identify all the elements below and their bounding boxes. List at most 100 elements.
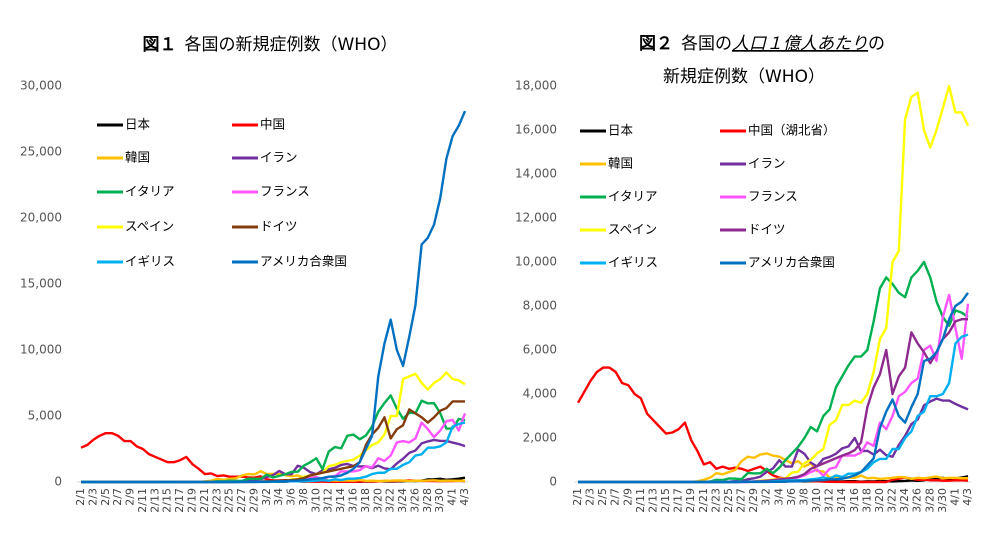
x-tick-label: 2/7 — [111, 488, 124, 506]
legend-label: アメリカ合衆国 — [260, 254, 347, 269]
x-tick-label: 2/11 — [136, 488, 149, 513]
x-tick-label: 2/19 — [684, 488, 697, 513]
x-tick-label: 4/1 — [446, 488, 459, 506]
y-tick-label: 8,000 — [523, 299, 557, 313]
x-tick-label: 2/25 — [722, 488, 735, 513]
x-tick-label: 2/11 — [634, 488, 647, 513]
legend-label: イラン — [260, 150, 298, 165]
x-tick-label: 2/5 — [596, 488, 609, 506]
x-tick-label: 4/3 — [961, 488, 974, 506]
legend-label: スペイン — [125, 219, 174, 234]
legend-label: イタリア — [125, 184, 175, 199]
legend-label: イタリア — [608, 189, 658, 204]
legend-label: イラン — [748, 156, 786, 171]
x-tick-label: 3/26 — [911, 488, 924, 513]
x-tick-label: 3/8 — [297, 488, 310, 506]
legend-label: 日本 — [608, 123, 634, 138]
y-tick-label: 18,000 — [515, 79, 557, 93]
y-tick-label: 30,000 — [20, 79, 62, 93]
x-tick-label: 2/29 — [247, 488, 260, 513]
legend-label: ドイツ — [748, 222, 786, 237]
legend-label: 韓国 — [125, 150, 150, 165]
y-tick-label: 0 — [549, 475, 557, 489]
series-line — [578, 333, 969, 484]
x-tick-label: 3/10 — [810, 488, 823, 513]
x-tick-label: 3/14 — [334, 488, 347, 513]
x-tick-label: 3/2 — [760, 488, 773, 506]
x-tick-label: 2/9 — [621, 488, 634, 506]
y-tick-label: 0 — [54, 475, 62, 489]
x-tick-label: 3/16 — [347, 488, 360, 513]
legend-label: イギリス — [608, 255, 658, 270]
x-tick-label: 2/15 — [161, 488, 174, 513]
x-tick-label: 3/10 — [309, 488, 322, 513]
x-tick-label: 3/20 — [371, 488, 384, 513]
x-tick-label: 2/5 — [99, 488, 112, 506]
legend-label: 中国 — [260, 117, 285, 132]
title-part: 人口１億人あたり — [732, 34, 868, 54]
x-tick-label: 3/30 — [936, 488, 949, 513]
series-line — [578, 292, 969, 484]
x-tick-label: 2/3 — [86, 488, 99, 506]
y-tick-label: 10,000 — [20, 343, 62, 357]
x-tick-label: 2/1 — [74, 488, 87, 506]
x-tick-label: 4/3 — [458, 488, 471, 506]
y-tick-label: 10,000 — [515, 255, 557, 269]
x-tick-label: 3/12 — [823, 488, 836, 513]
x-tick-label: 3/6 — [785, 488, 798, 506]
legend-label: 中国（湖北省） — [748, 123, 836, 138]
x-tick-label: 2/21 — [198, 488, 211, 513]
x-tick-label: 2/17 — [672, 488, 685, 513]
x-tick-label: 2/25 — [223, 488, 236, 513]
x-tick-label: 2/9 — [124, 488, 137, 506]
x-tick-label: 3/18 — [860, 488, 873, 513]
x-tick-label: 3/4 — [772, 488, 785, 506]
legend-label: イギリス — [125, 254, 175, 269]
x-tick-label: 3/26 — [408, 488, 421, 513]
x-tick-label: 3/4 — [272, 488, 285, 506]
x-tick-label: 2/13 — [148, 488, 161, 513]
y-tick-label: 4,000 — [523, 387, 557, 401]
x-tick-label: 2/21 — [697, 488, 710, 513]
x-tick-label: 3/16 — [848, 488, 861, 513]
legend-label: 日本 — [125, 117, 151, 132]
y-tick-label: 2,000 — [523, 431, 557, 445]
x-tick-label: 3/12 — [322, 488, 335, 513]
x-tick-label: 2/7 — [609, 488, 622, 506]
x-tick-label: 3/22 — [384, 488, 397, 513]
y-tick-label: 20,000 — [20, 211, 62, 225]
x-tick-label: 2/13 — [646, 488, 659, 513]
x-tick-label: 2/23 — [709, 488, 722, 513]
title-part: 各国の — [681, 34, 732, 54]
x-tick-label: 2/29 — [747, 488, 760, 513]
series-line — [578, 260, 969, 484]
legend-label: ドイツ — [260, 219, 298, 234]
x-tick-label: 2/27 — [235, 488, 248, 513]
legend-label: 韓国 — [608, 156, 633, 171]
y-tick-label: 5,000 — [28, 409, 62, 423]
y-tick-label: 15,000 — [20, 277, 62, 291]
x-tick-label: 3/18 — [359, 488, 372, 513]
x-tick-label: 3/30 — [433, 488, 446, 513]
series-line — [578, 293, 970, 484]
title-part: 図１ — [143, 35, 177, 55]
x-tick-label: 3/24 — [898, 488, 911, 513]
x-tick-label: 2/23 — [210, 488, 223, 513]
chart-title: 図２ 各国の人口１億人あたりの — [639, 34, 885, 54]
x-tick-label: 4/1 — [948, 488, 961, 506]
x-tick-label: 2/27 — [735, 488, 748, 513]
chart-title: 図１ 各国の新規症例数（WHO） — [143, 35, 398, 55]
title-part: 図２ — [639, 34, 673, 54]
y-tick-label: 14,000 — [515, 167, 557, 181]
legend-label: フランス — [748, 189, 798, 204]
legend-label: アメリカ合衆国 — [748, 255, 835, 270]
x-tick-label: 2/17 — [173, 488, 186, 513]
y-tick-label: 12,000 — [515, 211, 557, 225]
series-line — [81, 394, 466, 484]
y-tick-label: 25,000 — [20, 145, 62, 159]
legend-label: スペイン — [608, 222, 657, 237]
x-tick-label: 3/2 — [260, 488, 273, 506]
title-part: 各国の新規症例数（WHO） — [185, 35, 398, 55]
x-tick-label: 3/6 — [285, 488, 298, 506]
y-tick-label: 16,000 — [515, 123, 557, 137]
